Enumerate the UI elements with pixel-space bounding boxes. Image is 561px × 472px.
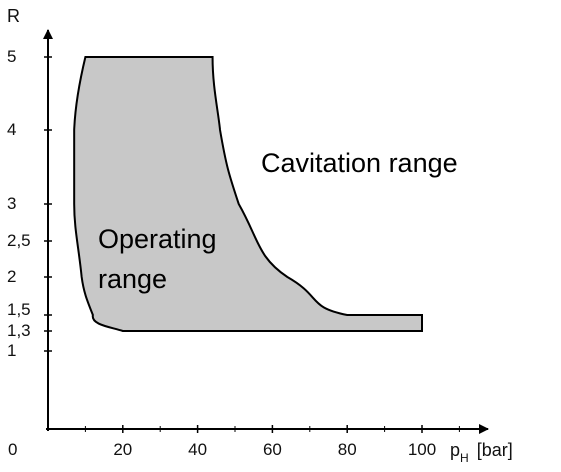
x-axis-label: pH [bar] — [450, 440, 513, 465]
y-tick-label: 2 — [7, 267, 16, 286]
y-tick-label: 3 — [7, 194, 16, 213]
y-tick-label: 1,3 — [7, 321, 31, 340]
y-tick-label: 1 — [7, 341, 16, 360]
x-tick-label: 40 — [188, 440, 207, 459]
operating-range-label-line-1: Operating — [98, 224, 217, 254]
operating-range-label-line-2: range — [98, 264, 167, 294]
x-tick-label: 100 — [408, 440, 436, 459]
x-tick-label: 20 — [113, 440, 132, 459]
y-axis-label: R — [7, 6, 20, 26]
cavitation-range-label: Cavitation range — [261, 148, 458, 178]
y-tick-label: 4 — [7, 120, 16, 139]
operating-range-area — [73, 56, 423, 332]
y-tick-label: 1,5 — [7, 300, 31, 319]
origin-label: 0 — [8, 440, 17, 459]
x-axis-label-main: p — [450, 440, 460, 460]
x-tick-label: 80 — [338, 440, 357, 459]
x-axis-label-sub: H — [460, 451, 469, 465]
x-axis-label-unit: [bar] — [477, 440, 513, 460]
y-tick-label: 5 — [7, 47, 16, 66]
x-tick-label: 60 — [263, 440, 282, 459]
y-tick-label: 2,5 — [7, 231, 31, 250]
